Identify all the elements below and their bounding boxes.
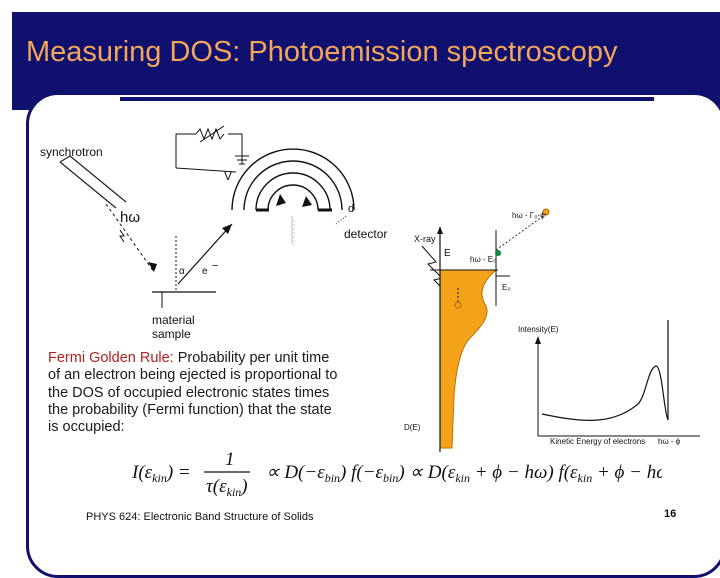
eq-rhs-3: ) ∝ D(ε bbox=[397, 462, 455, 483]
circuit-wire-bottom bbox=[175, 167, 237, 173]
e-axis-label: E bbox=[444, 248, 451, 259]
eq-rhs-sub-4: kin bbox=[578, 471, 593, 485]
eq-rhs-sub-2: bin bbox=[383, 471, 398, 485]
level-top-label: hω - Γ₀-ϕ bbox=[512, 211, 545, 220]
content-frame bbox=[26, 92, 720, 578]
dos-label: D(E) bbox=[404, 423, 421, 432]
level-mid-label: hω - E₀ bbox=[470, 255, 496, 264]
eq-den-end: ) bbox=[240, 476, 247, 497]
xray-zigzag bbox=[421, 245, 449, 295]
electron-minus: − bbox=[212, 260, 218, 272]
fermi-golden-rule-text: Fermi Golden Rule: Probability per unit … bbox=[48, 350, 338, 436]
eq-lhs-end: ) = bbox=[166, 462, 191, 483]
eq-rhs-sub-1: bin bbox=[325, 471, 340, 485]
spectrum-y-arrowhead bbox=[535, 336, 541, 344]
eq-lhs: I(ε bbox=[132, 462, 153, 483]
svg-text:τ(εkin): τ(εkin) bbox=[206, 476, 248, 499]
synchrotron-beam bbox=[59, 155, 127, 209]
dos-fill bbox=[439, 269, 498, 449]
eq-rhs-sub-3: kin bbox=[455, 471, 470, 485]
electron-path bbox=[177, 223, 233, 285]
eq-den-sub: kin bbox=[227, 485, 242, 499]
core-electron bbox=[454, 301, 462, 309]
electron-label: e bbox=[202, 266, 208, 277]
svg-text:∝ D(−εbin) f(−εbin) ∝ D(εkin +: ∝ D(−εbin) f(−εbin) ∝ D(εkin + ϕ − hω) f… bbox=[266, 462, 662, 485]
photoemission-energy-diagram: X-ray E E₀ hω - E₀ hω - Γ₀-ϕ D(E) Intens… bbox=[404, 208, 700, 452]
eq-lhs-sub: kin bbox=[152, 471, 167, 485]
d-pointer bbox=[335, 215, 347, 225]
d-label: d bbox=[348, 203, 354, 215]
dos-axis-arrowhead bbox=[437, 226, 443, 234]
title-rule bbox=[120, 97, 654, 101]
synchrotron-label: synchrotron bbox=[40, 145, 103, 159]
sample-label-line2: sample bbox=[152, 327, 191, 341]
slide-title: Measuring DOS: Photoemission spectroscop… bbox=[26, 36, 618, 68]
fermi-rule-body: Probability per unit time of an electron… bbox=[48, 350, 338, 436]
alpha-label: α bbox=[179, 266, 185, 277]
eb-label: E₀ bbox=[502, 283, 511, 292]
h-phi-label: hω - ϕ bbox=[658, 437, 681, 446]
circuit-wire-right bbox=[228, 133, 243, 164]
eq-rhs-5: + ϕ − hω) bbox=[592, 462, 662, 483]
voltage-label: V bbox=[224, 169, 232, 183]
detector-label: detector bbox=[344, 227, 387, 241]
svg-text:I(εkin) =: I(εkin) = bbox=[132, 462, 191, 485]
xray-label: X-ray bbox=[414, 234, 436, 244]
photon-wiggle bbox=[119, 229, 125, 243]
photoemission-equation: I(εkin) = 1 τ(εkin) ∝ D(−εbin) f(−εbin) … bbox=[132, 449, 662, 499]
eq-rhs-2: ) f(−ε bbox=[339, 462, 384, 483]
photon-arrowhead bbox=[148, 262, 157, 272]
eq-rhs-1: ∝ D(−ε bbox=[266, 462, 325, 483]
photon-beam bbox=[105, 203, 155, 273]
ground-symbol bbox=[235, 155, 249, 165]
spectrum-curve bbox=[541, 320, 669, 421]
resistor bbox=[195, 127, 225, 141]
ejected-electron-mid bbox=[495, 250, 501, 256]
electron-path-arrow-1 bbox=[276, 194, 286, 206]
eq-rhs-4: + ϕ − hω) f(ε bbox=[470, 462, 578, 483]
intensity-label: Intensity(E) bbox=[518, 325, 559, 334]
eq-numerator: 1 bbox=[225, 449, 235, 470]
electron-path-arrow-2 bbox=[302, 196, 312, 207]
analyzer bbox=[231, 148, 355, 211]
slide-footer: PHYS 624: Electronic Band Structure of S… bbox=[86, 511, 314, 523]
eq-denominator: τ(ε bbox=[206, 476, 227, 497]
resistor-arrow bbox=[199, 125, 225, 143]
kinetic-label: Kinetic Energy of electrons bbox=[550, 437, 645, 446]
electron-arrowhead bbox=[222, 224, 232, 234]
fermi-rule-highlight: Fermi Golden Rule: bbox=[48, 350, 174, 366]
photon-label: hω bbox=[120, 209, 140, 226]
circuit-wire-left bbox=[175, 133, 196, 168]
photoemission-setup-diagram: synchrotron hω α e − material sample V d… bbox=[40, 125, 387, 341]
sample-label-line1: material bbox=[152, 313, 195, 327]
page-number: 16 bbox=[664, 508, 677, 520]
ejected-electron-top bbox=[542, 208, 550, 216]
